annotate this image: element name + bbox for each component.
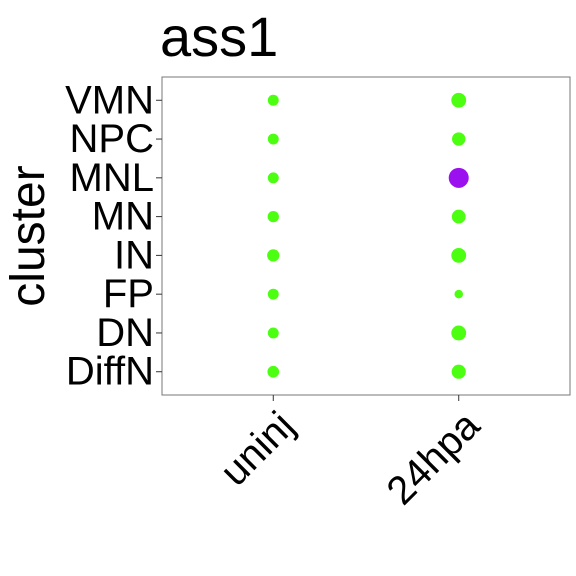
data-point-uninj-MN [267,210,279,223]
data-point-24hpa-DN [451,325,467,341]
data-point-24hpa-NPC [452,132,466,146]
y-tick-label: FP [103,272,154,316]
data-point-24hpa-MNL [448,167,469,188]
data-point-24hpa-FP [454,289,463,299]
plot-panel [161,76,571,396]
data-points [267,92,469,379]
y-tick-label: VMN [65,78,154,122]
x-tick-label: 24hpa [379,403,489,513]
y-tick-label: MN [92,195,154,239]
data-point-24hpa-MN [451,209,466,224]
x-axis-ticks: uninj 24hpa [212,395,489,513]
data-point-uninj-FP [267,288,279,300]
data-point-uninj-IN [267,249,280,262]
data-point-uninj-DiffN [267,365,280,378]
data-point-24hpa-VMN [451,92,467,108]
data-point-24hpa-IN [451,247,467,263]
y-tick-label: NPC [70,117,154,161]
y-tick-label: IN [114,233,154,277]
chart-title: ass1 [160,5,278,68]
data-point-uninj-DN [267,327,279,339]
data-point-uninj-MNL [267,172,279,184]
data-point-24hpa-DiffN [451,364,466,379]
x-tick-label: uninj [212,403,303,494]
data-point-uninj-NPC [267,133,279,145]
y-axis-label: cluster [2,165,55,306]
y-tick-label: DiffN [66,350,154,394]
data-point-uninj-VMN [267,94,279,106]
y-tick-label: DN [96,311,154,355]
y-tick-label: MNL [70,156,154,200]
